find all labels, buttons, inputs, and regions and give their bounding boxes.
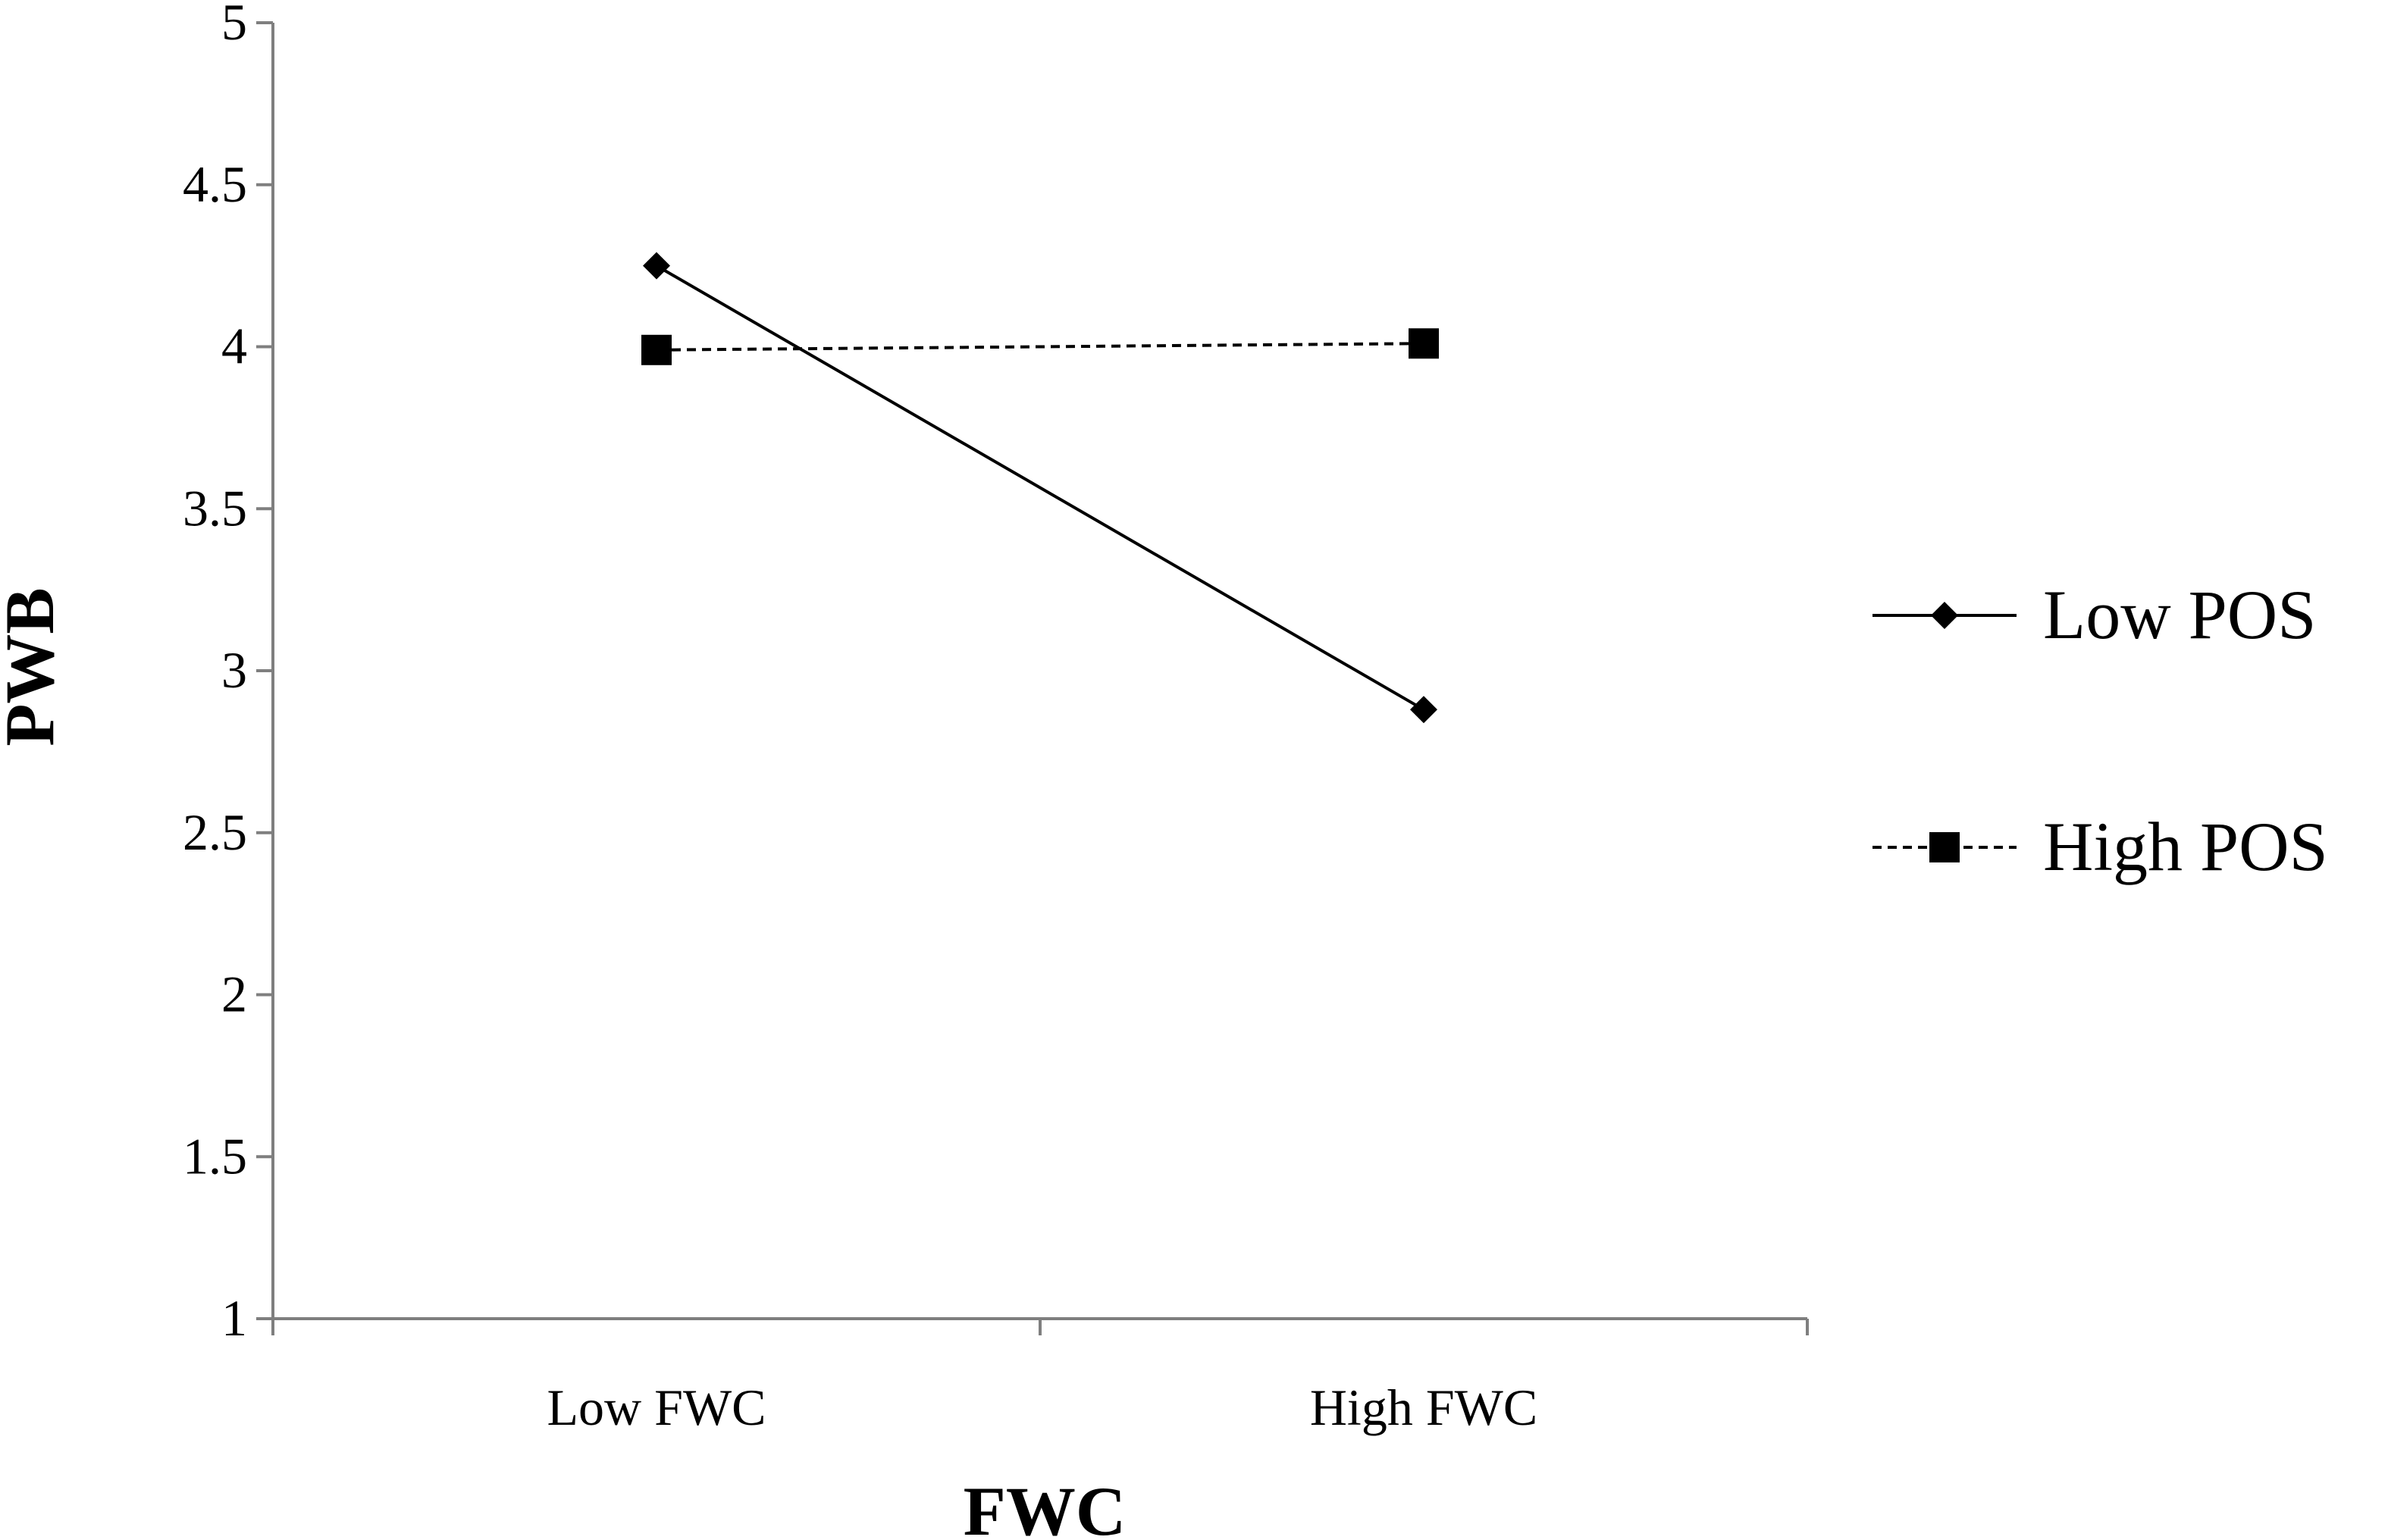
x-axis-ticks: Low FWC High FWC <box>271 1319 1809 1436</box>
chart-axes <box>271 23 1807 1320</box>
x-tick-label: High FWC <box>1310 1379 1537 1436</box>
legend-label: High POS <box>2043 808 2328 885</box>
legend-marker-diamond <box>1931 602 1958 629</box>
y-tick-label: 2.5 <box>183 803 247 861</box>
data-point-diamond <box>1410 696 1437 724</box>
y-tick-label: 3.5 <box>183 479 247 537</box>
y-axis-title: PWB <box>0 587 68 747</box>
y-tick-label: 4.5 <box>183 155 247 213</box>
x-tick-label: Low FWC <box>547 1379 766 1436</box>
legend-marker-square <box>1929 832 1960 862</box>
series-line-2 <box>656 342 1424 352</box>
data-point-square <box>1409 328 1439 359</box>
x-axis-title: FWC <box>964 1473 1127 1540</box>
series-markers <box>641 252 1439 724</box>
legend-label: Low POS <box>2043 576 2316 653</box>
series-line-1 <box>655 264 1425 712</box>
series-lines <box>655 264 1425 712</box>
y-tick-label: 1 <box>221 1289 247 1347</box>
y-tick-label: 5 <box>221 0 247 51</box>
y-tick-label: 2 <box>221 966 247 1023</box>
y-tick-label: 3 <box>221 641 247 699</box>
data-point-square <box>641 334 672 365</box>
y-axis-ticks: 1 1.5 2 2.5 3 3.5 4 4.5 5 <box>183 0 273 1347</box>
legend: Low POS High POS <box>1872 576 2328 885</box>
y-tick-label: 4 <box>221 318 247 375</box>
y-tick-label: 1.5 <box>183 1127 247 1185</box>
data-point-diamond <box>643 252 670 280</box>
